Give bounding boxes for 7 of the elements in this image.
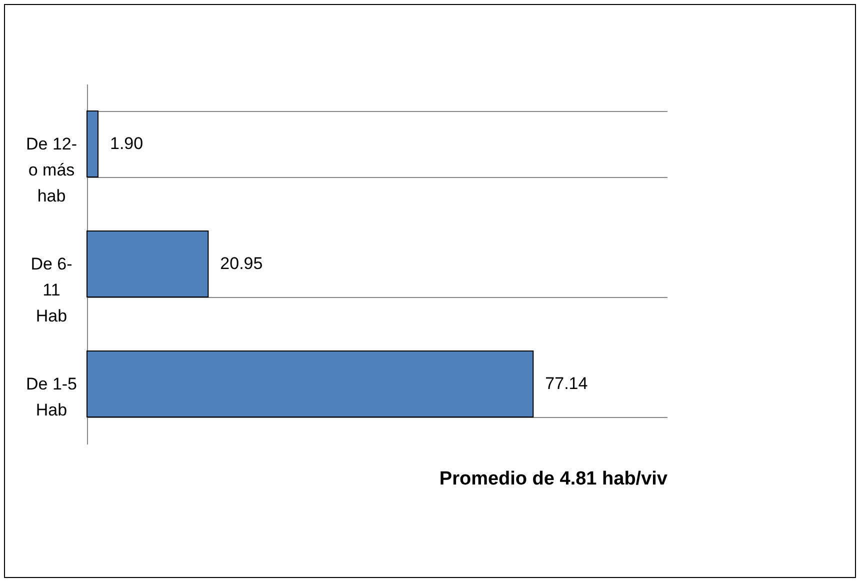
y-tick-label: De 6- 11 Hab: [30, 254, 72, 326]
y-tick-label: De 1-5 Hab: [26, 374, 78, 420]
data-label: 77.14: [545, 374, 588, 393]
data-label: 1.90: [110, 134, 144, 153]
data-label: 20.95: [220, 254, 263, 273]
x-axis-title: Promedio de 4.81 hab/viv: [439, 468, 668, 490]
y-tick-label: De 12- o más hab: [26, 134, 78, 206]
